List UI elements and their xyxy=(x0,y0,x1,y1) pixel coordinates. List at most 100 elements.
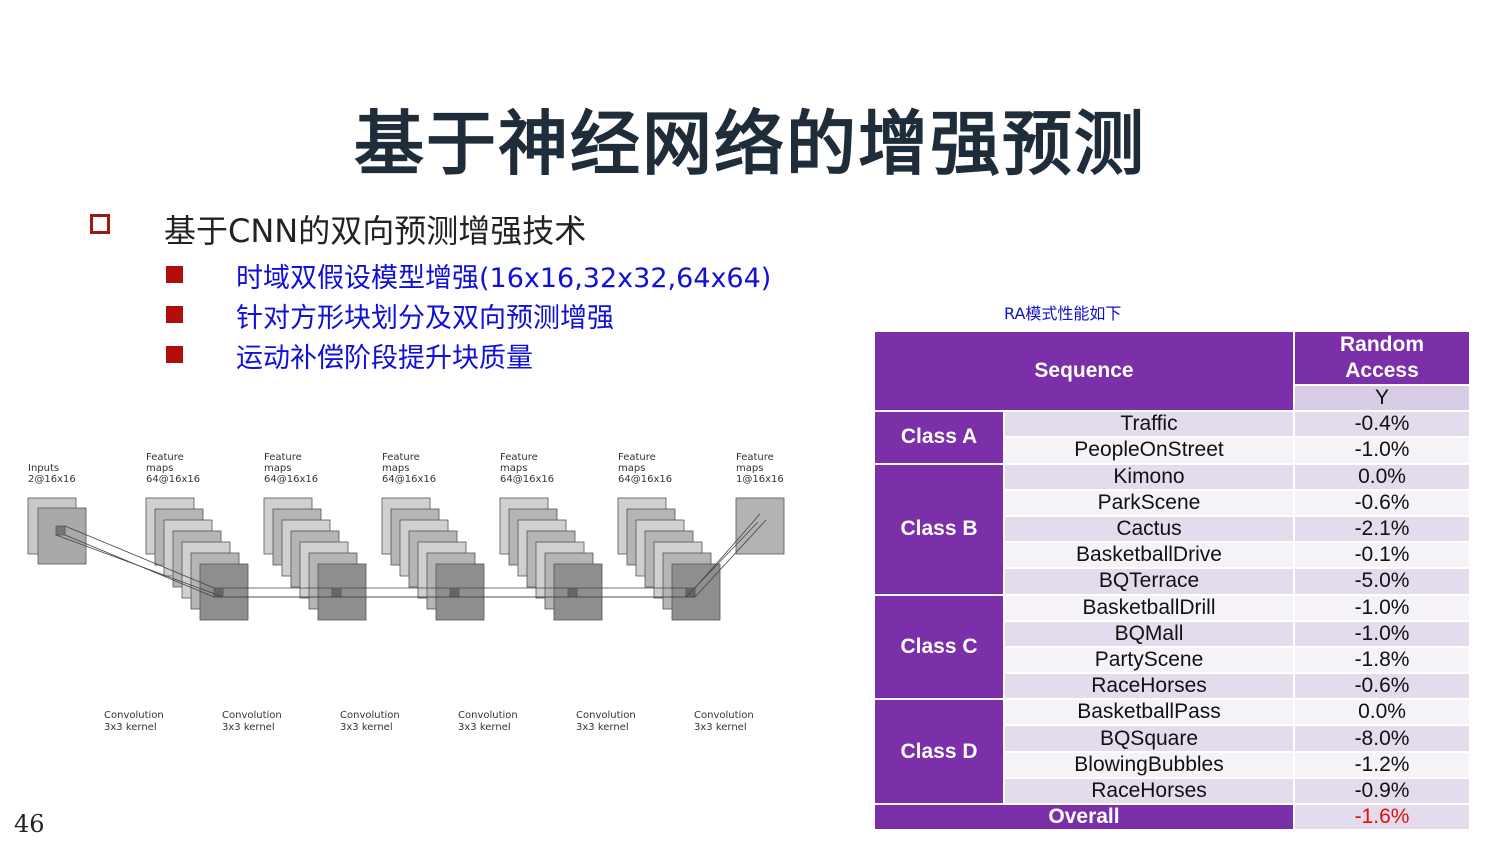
header-sequence: Sequence xyxy=(875,332,1293,411)
kernel-window xyxy=(567,587,578,598)
operation-label: 3x3 kernel xyxy=(104,722,157,733)
operation-label: 3x3 kernel xyxy=(340,722,393,733)
header-random-access: Random Access xyxy=(1295,332,1469,384)
cnn-architecture-diagram: Inputs2@16x16Featuremaps64@16x16Featurem… xyxy=(27,452,785,733)
sequence-name: PeopleOnStreet xyxy=(1005,438,1293,463)
sequence-name: RaceHorses xyxy=(1005,778,1293,803)
table-row: PartyScene -1.8% xyxy=(875,647,1469,673)
table-row: Cactus -2.1% xyxy=(875,516,1469,542)
connection-line xyxy=(685,521,759,598)
kernel-window xyxy=(449,587,460,598)
sequence-name: Cactus xyxy=(1005,516,1293,542)
hollow-square-bullet-icon xyxy=(90,214,110,234)
y-value: 0.0% xyxy=(1295,464,1469,489)
operation-label: 3x3 kernel xyxy=(694,722,747,733)
y-value: 0.0% xyxy=(1295,700,1469,725)
table-row: ParkScene -0.6% xyxy=(875,490,1469,515)
operation-label: Convolution xyxy=(104,710,164,721)
layer-label: 1@16x16 xyxy=(736,474,784,485)
feature-map xyxy=(199,563,249,621)
y-value: -5.0% xyxy=(1295,569,1469,594)
layer-label: Feature xyxy=(382,452,420,463)
class-label: Class B xyxy=(875,464,1003,594)
table-row: Class D BasketballPass 0.0% xyxy=(875,700,1469,803)
overall-label: Overall xyxy=(875,805,1293,830)
operation-label: Convolution xyxy=(222,710,282,721)
overall-row: Overall -1.6% xyxy=(875,805,1469,830)
y-value: -1.0% xyxy=(1295,438,1469,463)
layer-label: maps xyxy=(146,463,173,474)
layer-label: 64@16x16 xyxy=(500,474,554,485)
filled-square-bullet-icon xyxy=(166,266,183,283)
connection-line xyxy=(55,534,224,598)
sequence-name: PartyScene xyxy=(1005,647,1293,673)
layer-label: maps xyxy=(618,463,645,474)
sequence-name: BQTerrace xyxy=(1005,569,1293,594)
header-y: Y xyxy=(1295,386,1469,411)
operation-label: 3x3 kernel xyxy=(222,722,275,733)
sequence-name: BlowingBubbles xyxy=(1005,752,1293,777)
y-value: -1.0% xyxy=(1295,621,1469,646)
sequence-name: ParkScene xyxy=(1005,490,1293,515)
operation-label: Convolution xyxy=(458,710,518,721)
feature-map xyxy=(317,563,367,621)
y-value: -8.0% xyxy=(1295,726,1469,751)
layer-label: Inputs xyxy=(28,463,59,474)
table-row: BQTerrace -5.0% xyxy=(875,569,1469,594)
layer-label: 64@16x16 xyxy=(264,474,318,485)
slide-title: 基于神经网络的增强预测 xyxy=(354,103,1146,185)
feature-map xyxy=(671,563,721,621)
layer-label: maps xyxy=(264,463,291,474)
table-row: BQMall -1.0% xyxy=(875,621,1469,646)
y-value: -0.4% xyxy=(1295,412,1469,437)
connection-line xyxy=(64,525,215,589)
y-value: -0.1% xyxy=(1295,543,1469,568)
sequence-name: BasketballPass xyxy=(1005,700,1293,725)
layer-label: 64@16x16 xyxy=(618,474,672,485)
sub-bullet-text: 运动补偿阶段提升块质量 xyxy=(236,343,533,374)
y-value: -1.2% xyxy=(1295,752,1469,777)
class-label: Class D xyxy=(875,700,1003,803)
filled-square-bullet-icon xyxy=(166,346,183,363)
layer-label: Feature xyxy=(736,452,774,463)
operation-label: Convolution xyxy=(576,710,636,721)
sequence-name: BQMall xyxy=(1005,621,1293,646)
y-value: -0.9% xyxy=(1295,778,1469,803)
y-value: -0.6% xyxy=(1295,674,1469,699)
layer-label: maps xyxy=(500,463,527,474)
sequence-name: RaceHorses xyxy=(1005,674,1293,699)
main-bullet-text: 基于CNN的双向预测增强技术 xyxy=(164,212,587,250)
feature-map xyxy=(435,563,485,621)
sequence-name: Traffic xyxy=(1005,412,1293,437)
layer-label: 64@16x16 xyxy=(146,474,200,485)
page-number: 46 xyxy=(14,810,45,838)
sequence-name: BQSquare xyxy=(1005,726,1293,751)
table-row: PeopleOnStreet -1.0% xyxy=(875,438,1469,463)
table-row: BasketballDrive -0.1% xyxy=(875,543,1469,568)
layer-label: 2@16x16 xyxy=(28,474,76,485)
kernel-window xyxy=(55,525,66,536)
layer-label: maps xyxy=(736,463,763,474)
header-ra-line1: Random xyxy=(1340,333,1424,356)
table-row: RaceHorses -0.6% xyxy=(875,674,1469,699)
operation-label: Convolution xyxy=(340,710,400,721)
class-label: Class C xyxy=(875,595,1003,699)
layer-label: Feature xyxy=(264,452,302,463)
kernel-window xyxy=(331,587,342,598)
class-label: Class A xyxy=(875,412,1003,463)
operation-label: 3x3 kernel xyxy=(576,722,629,733)
layer-label: Feature xyxy=(500,452,538,463)
sequence-name: Kimono xyxy=(1005,464,1293,489)
y-value: -1.8% xyxy=(1295,647,1469,673)
layer-label: Feature xyxy=(146,452,184,463)
overall-value: -1.6% xyxy=(1295,805,1469,830)
operation-label: Convolution xyxy=(694,710,754,721)
y-value: -1.0% xyxy=(1295,595,1469,620)
input-map xyxy=(37,507,87,565)
table-row: BQSquare -8.0% xyxy=(875,726,1469,751)
table-row: RaceHorses -0.9% xyxy=(875,778,1469,803)
connection-line xyxy=(694,519,767,598)
y-value: -0.6% xyxy=(1295,490,1469,515)
filled-square-bullet-icon xyxy=(166,306,183,323)
y-value: -2.1% xyxy=(1295,516,1469,542)
